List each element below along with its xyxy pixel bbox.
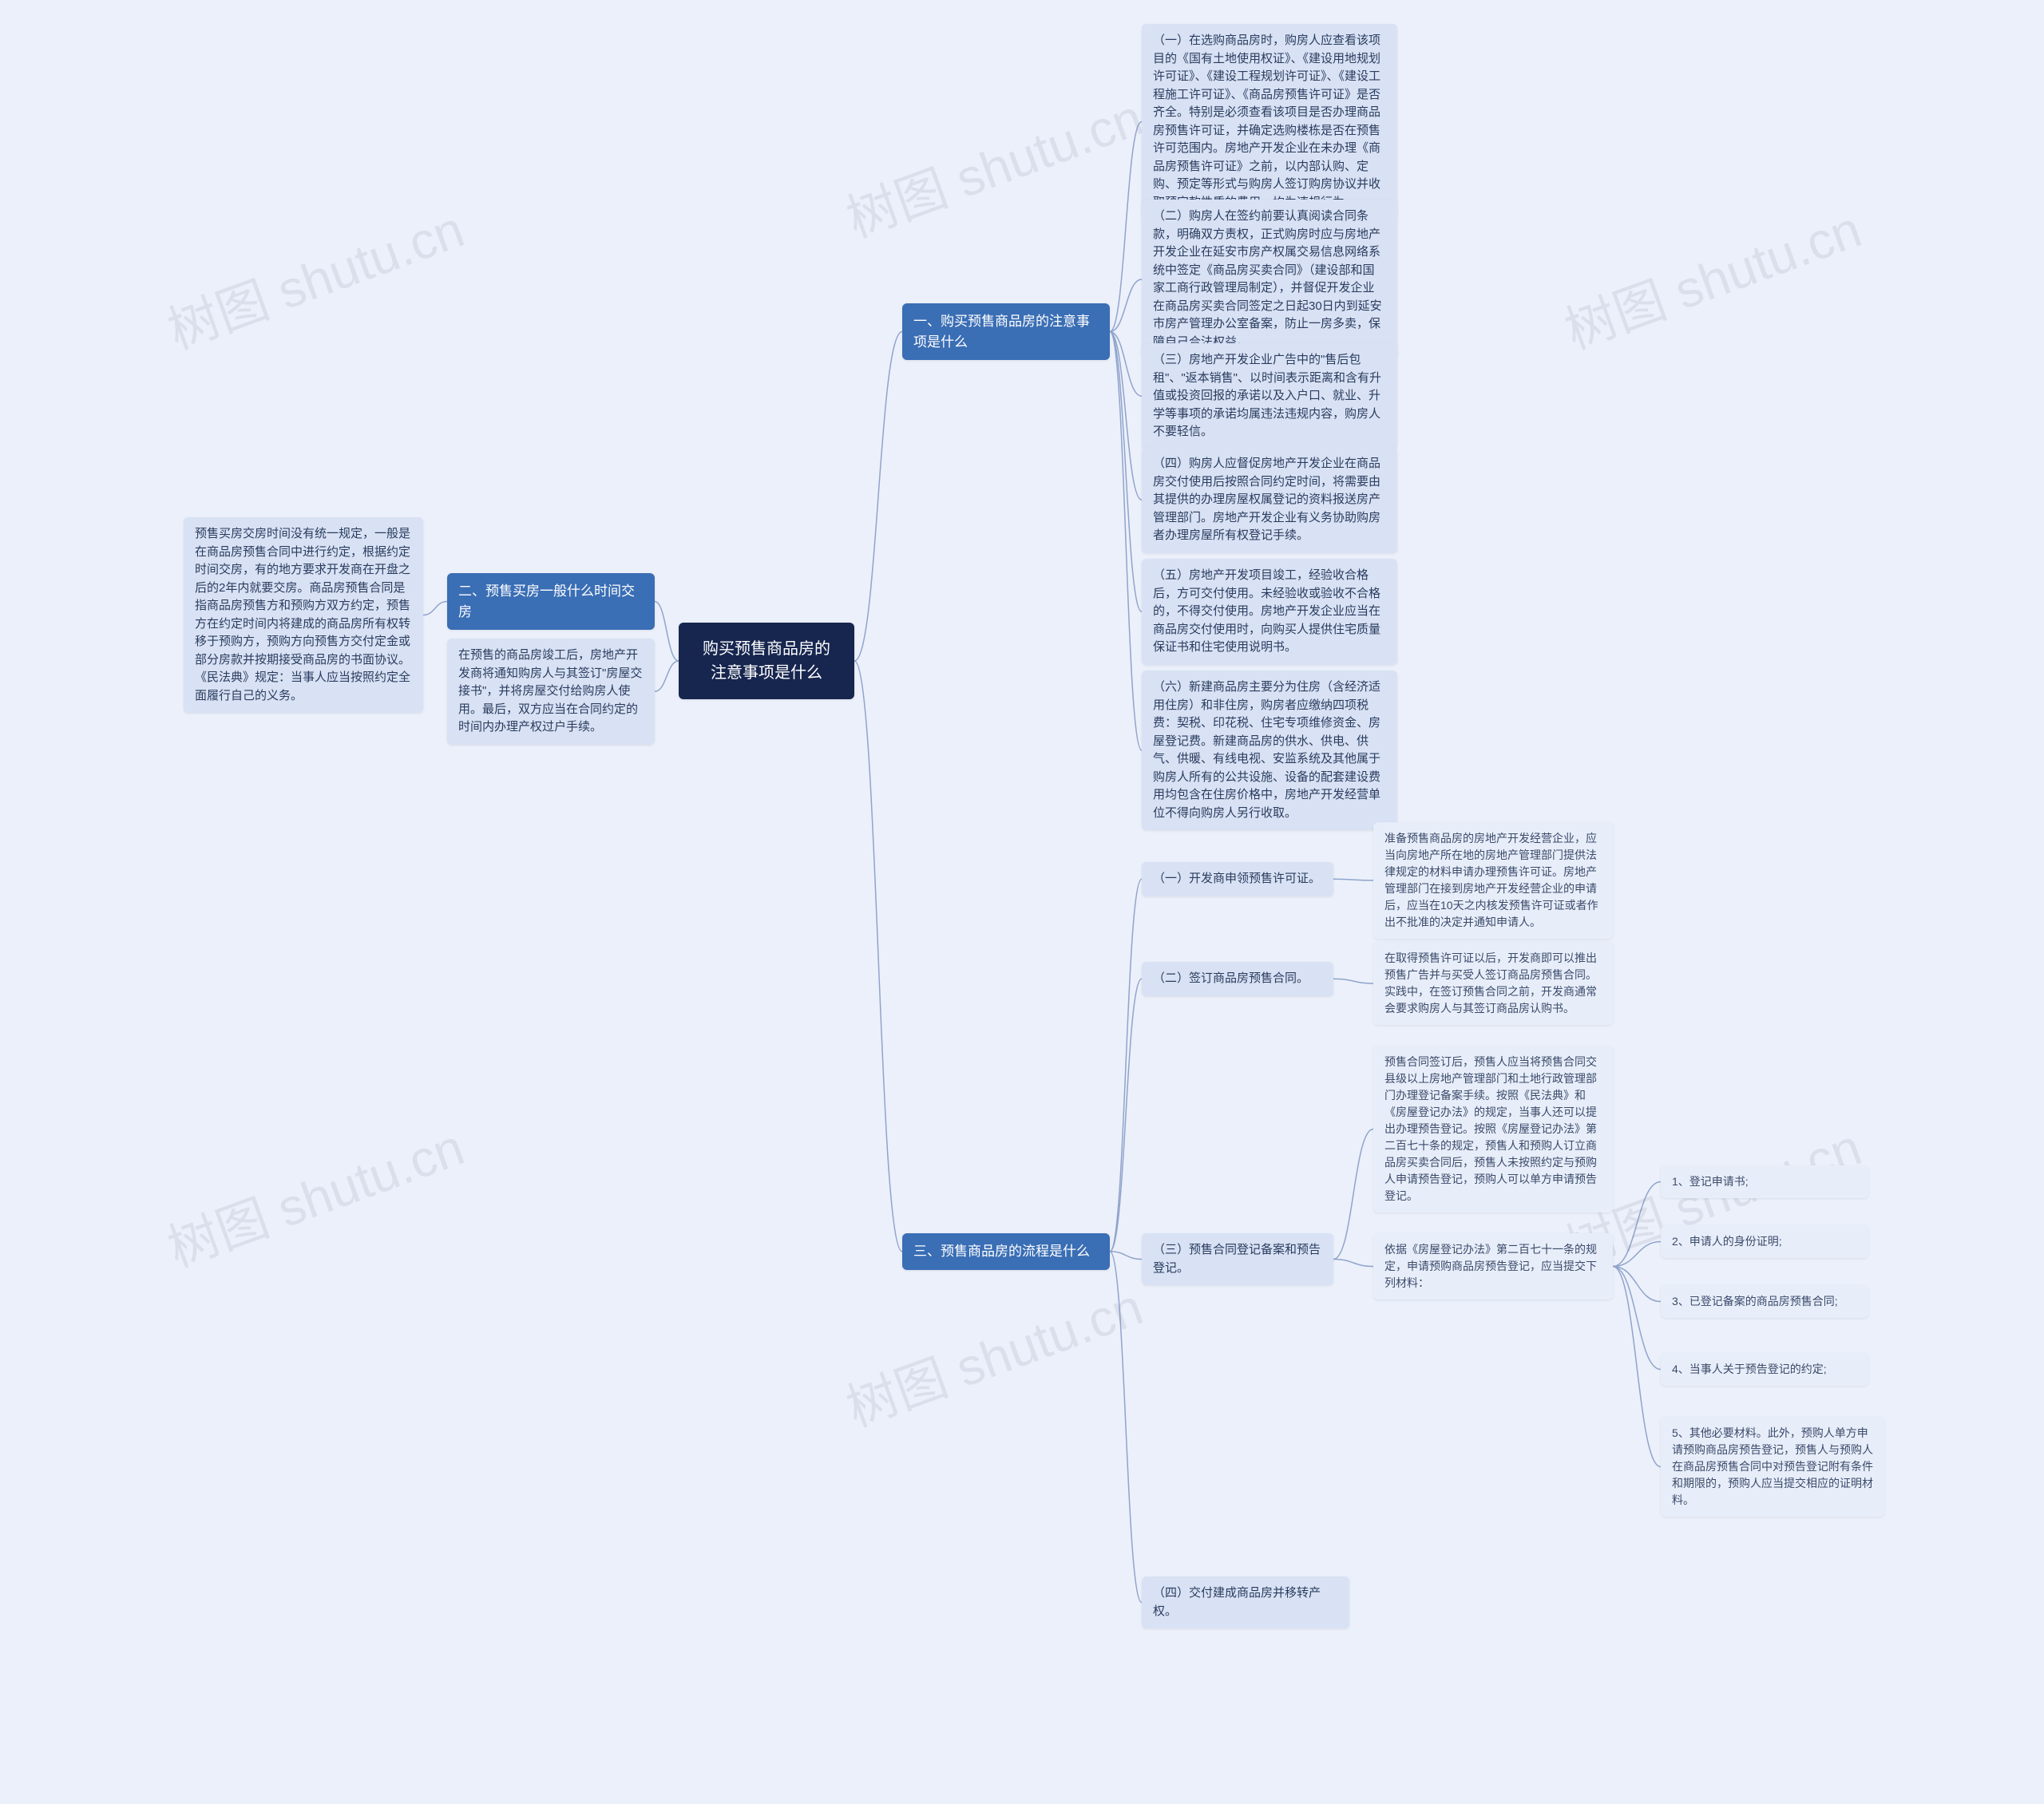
- mindmap-node[interactable]: 1、登记申请书;: [1661, 1165, 1868, 1198]
- mindmap-node[interactable]: 预售买房交房时间没有统一规定，一般是在商品房预售合同中进行约定，根据约定时间交房…: [184, 517, 423, 713]
- mindmap-canvas: 树图 shutu.cn 树图 shutu.cn 树图 shutu.cn 树图 shut…: [0, 0, 2044, 1804]
- mindmap-node[interactable]: （四）购房人应督促房地产开发企业在商品房交付使用后按照合同约定时间，将需要由其提…: [1142, 447, 1397, 553]
- mindmap-node[interactable]: （六）新建商品房主要分为住房（含经济适用住房）和非住房，购房者应缴纳四项税费：契…: [1142, 671, 1397, 830]
- mindmap-node[interactable]: （一）开发商申领预售许可证。: [1142, 862, 1333, 896]
- mindmap-node[interactable]: 准备预售商品房的房地产开发经营企业，应当向房地产所在地的房地产管理部门提供法律规…: [1373, 822, 1613, 939]
- watermark: 树图 shutu.cn: [835, 1266, 1151, 1441]
- mindmap-node[interactable]: （二）签订商品房预售合同。: [1142, 962, 1333, 996]
- mindmap-node[interactable]: 二、预售买房一般什么时间交房: [447, 573, 655, 630]
- mindmap-node[interactable]: 在取得预售许可证以后，开发商即可以推出预售广告并与买受人签订商品房预售合同。实践…: [1373, 942, 1613, 1025]
- mindmap-node[interactable]: （一）在选购商品房时，购房人应查看该项目的《国有土地使用权证》、《建设用地规划许…: [1142, 24, 1397, 220]
- mindmap-node[interactable]: 2、申请人的身份证明;: [1661, 1225, 1868, 1258]
- mindmap-node[interactable]: （五）房地产开发项目竣工，经验收合格后，方可交付使用。未经验收或验收不合格的，不…: [1142, 559, 1397, 665]
- mindmap-node[interactable]: 4、当事人关于预告登记的约定;: [1661, 1353, 1868, 1386]
- mindmap-node[interactable]: 预售合同签订后，预售人应当将预售合同交县级以上房地产管理部门和土地行政管理部门办…: [1373, 1046, 1613, 1213]
- mindmap-node[interactable]: （三）预售合同登记备案和预告登记。: [1142, 1233, 1333, 1285]
- mindmap-node[interactable]: 一、购买预售商品房的注意事项是什么: [902, 303, 1110, 360]
- mindmap-node[interactable]: （二）购房人在签约前要认真阅读合同条款，明确双方责权，正式购房时应与房地产开发企…: [1142, 200, 1397, 359]
- mindmap-node[interactable]: 在预售的商品房竣工后，房地产开发商将通知购房人与其签订"房屋交接书"，并将房屋交…: [447, 639, 655, 745]
- mindmap-node[interactable]: 5、其他必要材料。此外，预购人单方申请预购商品房预告登记，预售人与预购人在商品房…: [1661, 1417, 1884, 1517]
- connector-layer: [0, 0, 2044, 1804]
- watermark: 树图 shutu.cn: [156, 188, 473, 363]
- mindmap-node[interactable]: （三）房地产开发企业广告中的"售后包租"、"返本销售"、以时间表示距离和含有升值…: [1142, 343, 1397, 449]
- mindmap-node[interactable]: 购买预售商品房的注意事项是什么: [679, 623, 854, 699]
- watermark: 树图 shutu.cn: [835, 77, 1151, 251]
- watermark: 树图 shutu.cn: [1554, 188, 1870, 363]
- mindmap-node[interactable]: 依据《房屋登记办法》第二百七十一条的规定，申请预购商品房预告登记，应当提交下列材…: [1373, 1233, 1613, 1300]
- mindmap-node[interactable]: 三、预售商品房的流程是什么: [902, 1233, 1110, 1270]
- mindmap-node[interactable]: （四）交付建成商品房并移转产权。: [1142, 1577, 1349, 1628]
- mindmap-node[interactable]: 3、已登记备案的商品房预售合同;: [1661, 1285, 1868, 1318]
- watermark: 树图 shutu.cn: [156, 1106, 473, 1281]
